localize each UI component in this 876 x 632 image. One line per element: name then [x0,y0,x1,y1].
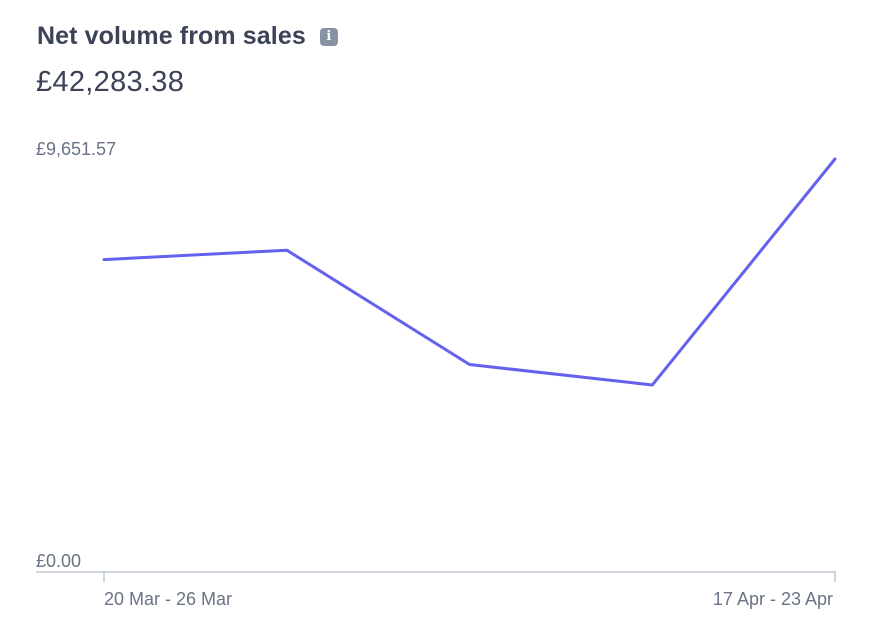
total-amount: £42,283.38 [36,66,185,98]
data-point-3[interactable] [644,377,660,393]
y-axis-min-label: £0.00 [36,551,81,571]
info-icon[interactable]: i [319,27,338,46]
data-point-2[interactable] [462,357,478,373]
x-axis-end-label: 17 Apr - 23 Apr [713,589,833,609]
card-header: Net volume from sales i [37,22,338,51]
series-group [96,151,843,393]
data-point-0[interactable] [96,252,112,268]
y-axis-max-label: £9,651.57 [36,139,116,159]
chart-title: Net volume from sales [37,22,306,50]
x-axis-start-label: 20 Mar - 26 Mar [104,589,232,609]
series-line-0 [102,157,837,387]
data-point-1[interactable] [279,242,295,258]
data-point-4[interactable] [827,151,843,167]
